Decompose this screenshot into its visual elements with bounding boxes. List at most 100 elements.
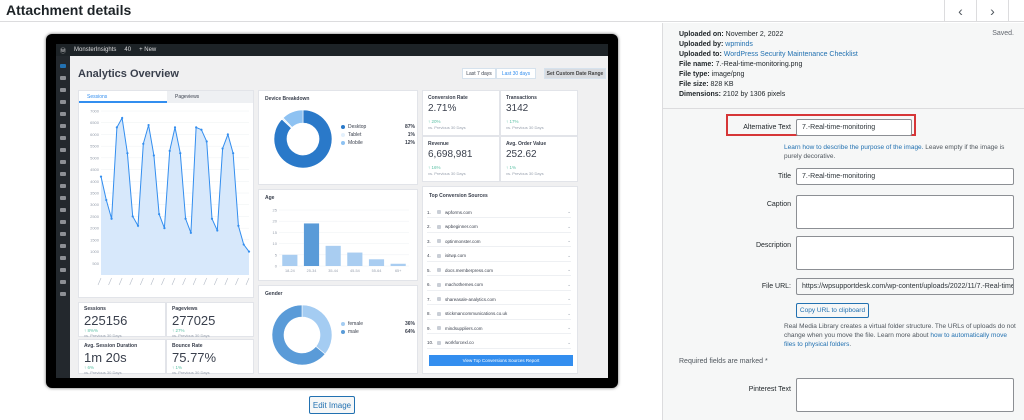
x-tick-label: 65+ bbox=[395, 269, 402, 273]
ecom-note: vs. Previous 30 Days bbox=[428, 125, 466, 130]
ecom-value: 6,698,981 bbox=[428, 149, 473, 160]
stat-card: Avg. Session Duration 1m 20s ↑ 6% vs. Pr… bbox=[78, 339, 166, 375]
source-rank: 7. bbox=[427, 296, 431, 302]
required-fields-note: Required fields are marked * bbox=[679, 358, 768, 365]
x-tick-label: 25-34 bbox=[307, 269, 317, 273]
stat-note: vs. Previous 30 Days bbox=[84, 370, 122, 375]
pinterest-text-textarea[interactable] bbox=[796, 378, 1014, 412]
ecom-change: ↑ 17% bbox=[506, 119, 519, 124]
previous-attachment-button[interactable]: ‹ bbox=[944, 0, 976, 22]
ecom-change: ↑ 20% bbox=[428, 119, 441, 124]
source-rank: 6. bbox=[427, 282, 431, 287]
data-point bbox=[205, 140, 208, 143]
chevron-down-icon: ⌄ bbox=[567, 339, 571, 345]
alt-text-input[interactable]: 7.-Real-time-monitoring bbox=[796, 119, 912, 136]
data-point bbox=[99, 175, 103, 178]
favicon-icon bbox=[437, 340, 441, 345]
x-tick-label bbox=[150, 277, 155, 286]
x-tick-label bbox=[161, 277, 165, 286]
favicon-icon bbox=[437, 326, 441, 330]
y-tick-label: 2000 bbox=[90, 226, 100, 231]
file-url-input[interactable]: https://wpsupportdesk.com/wp-content/upl… bbox=[796, 278, 1014, 295]
alt-text-label: Alternative Text bbox=[743, 124, 791, 131]
top-sources-card: Top Conversion Sources 1. wpforms.com ⌄ 2. w… bbox=[422, 186, 578, 374]
device-legend: Desktop 87% Tablet 1% Mobile 12% bbox=[341, 123, 415, 147]
source-row: 5. docs.memberpress.com ⌄ bbox=[427, 265, 571, 276]
age-bar bbox=[368, 259, 385, 266]
y-tick-label: 5 bbox=[275, 252, 278, 257]
ecom-label: Transactions bbox=[506, 95, 537, 101]
attachment-image: Ⓦ MonsterInsights 40 + New Analytics Ove… bbox=[46, 34, 618, 388]
source-row: 3. optinmonster.com ⌄ bbox=[427, 236, 571, 247]
range-30-days: Last 30 days bbox=[496, 68, 536, 79]
y-tick-label: 15 bbox=[273, 230, 278, 235]
source-row: 6. machothemes.com ⌄ bbox=[427, 280, 571, 291]
source-row: 9. mindsuppliers.com ⌄ bbox=[427, 323, 571, 334]
device-breakdown-card: Device Breakdown Desktop 87% Tablet 1% Mobil… bbox=[258, 90, 418, 185]
data-point bbox=[110, 217, 113, 220]
caption-textarea[interactable] bbox=[796, 195, 1014, 229]
close-button[interactable] bbox=[1008, 0, 1024, 22]
stat-note: vs. Previous 30 Days bbox=[172, 333, 210, 338]
alt-text-help-link[interactable]: Learn how to describe the purpose of the… bbox=[784, 144, 924, 151]
favicon-icon bbox=[437, 297, 441, 301]
device-slice bbox=[282, 109, 304, 128]
chevron-down-icon: ⌄ bbox=[567, 325, 571, 330]
stat-change: ↑ 8%% bbox=[84, 328, 99, 333]
chevron-down-icon: ⌄ bbox=[567, 209, 571, 214]
stat-card: Sessions 225156 ↑ 8%% vs. Previous 30 Da… bbox=[78, 302, 166, 338]
description-textarea[interactable] bbox=[796, 236, 1014, 270]
favicon-icon bbox=[437, 239, 441, 243]
y-tick-label: 5500 bbox=[90, 144, 100, 149]
source-name: wpforms.com bbox=[445, 209, 472, 215]
data-point bbox=[158, 212, 161, 216]
title-input[interactable]: 7.-Real-time-monitoring bbox=[796, 168, 1014, 185]
ecom-card: Revenue 6,698,981 ↑ 16% vs. Previous 30 … bbox=[422, 136, 500, 182]
rml-help-link[interactable]: how to automatically move files to physi… bbox=[784, 332, 1007, 348]
age-bar bbox=[282, 254, 298, 266]
y-tick-label: 5000 bbox=[90, 155, 100, 160]
sources-title: Top Conversion Sources bbox=[429, 193, 488, 199]
source-name: optinmonster.com bbox=[445, 238, 481, 244]
source-rank: 4. bbox=[427, 253, 431, 258]
chevron-right-icon: › bbox=[990, 3, 995, 19]
y-tick-label: 10 bbox=[273, 241, 278, 246]
legend-value: 12% bbox=[404, 140, 415, 146]
gender-slice bbox=[301, 304, 333, 355]
data-point bbox=[147, 123, 150, 127]
copy-url-button[interactable]: Copy URL to clipboard bbox=[796, 303, 869, 318]
alt-text-help-text: Leave empty if the image is purely decor… bbox=[784, 144, 1005, 160]
saved-status: Saved. bbox=[992, 30, 1014, 37]
gender-legend-item: male 64% bbox=[341, 328, 415, 336]
data-point bbox=[189, 231, 192, 234]
y-tick-label: 4000 bbox=[90, 179, 100, 184]
uploaded-by-link[interactable]: wpminds bbox=[725, 41, 753, 48]
source-row: 2. wpbeginner.com ⌄ bbox=[427, 222, 571, 233]
x-tick-label bbox=[235, 277, 239, 286]
y-tick-label: 1500 bbox=[90, 237, 100, 242]
sessions-line-chart: 7000 6500 6000 5500 5000 4500 4000 3500 3000 2500… bbox=[90, 109, 251, 286]
sessions-chart-card: Sessions Pageviews 7000 6500 6000 5500 5000 4… bbox=[78, 90, 254, 298]
next-attachment-button[interactable]: › bbox=[976, 0, 1008, 22]
ecom-value: 3142 bbox=[506, 103, 529, 114]
uploaded-to-label: Uploaded to: bbox=[679, 51, 722, 58]
tab-sessions: Sessions bbox=[79, 91, 167, 103]
uploaded-on-value: November 2, 2022 bbox=[725, 31, 784, 38]
data-point bbox=[195, 126, 198, 129]
stat-change: ↑ 27% bbox=[172, 328, 185, 333]
data-point bbox=[247, 250, 251, 253]
source-row: 1. wpforms.com ⌄ bbox=[427, 207, 571, 218]
x-tick-label bbox=[245, 277, 250, 286]
source-row: 8. stickmancommunications.co.uk ⌄ bbox=[427, 309, 571, 320]
age-bar bbox=[325, 245, 341, 266]
y-tick-label: 20 bbox=[273, 219, 278, 224]
age-bar bbox=[303, 223, 320, 266]
legend-label: female bbox=[348, 321, 364, 327]
rml-note-text: Real Media Library creates a virtual fol… bbox=[784, 323, 1016, 339]
data-point bbox=[105, 198, 108, 202]
edit-image-button[interactable]: Edit Image bbox=[309, 396, 355, 414]
source-name: wpbeginner.com bbox=[445, 224, 478, 229]
wp-admin-sidebar bbox=[56, 56, 70, 378]
uploaded-to-link[interactable]: WordPress Security Maintenance Checklist bbox=[723, 51, 858, 58]
wordpress-logo-icon: Ⓦ bbox=[60, 48, 67, 55]
